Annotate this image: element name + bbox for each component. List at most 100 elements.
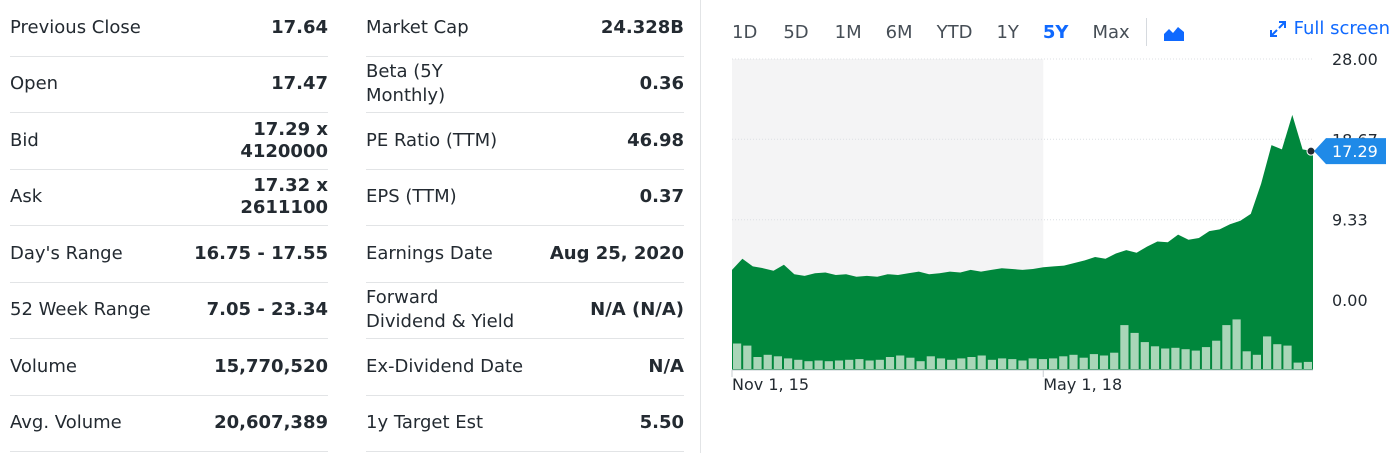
volume-bar	[1089, 354, 1098, 369]
stat-value: 7.05 - 23.34	[206, 299, 328, 321]
tab-1m[interactable]: 1M	[834, 21, 862, 43]
volume-bar	[1028, 358, 1037, 369]
volume-bar	[1161, 348, 1170, 369]
stat-value: 24.328B	[600, 16, 684, 38]
volume-bar	[1242, 351, 1251, 369]
stat-label: Market Cap	[366, 16, 469, 38]
stat-value: 16.75 - 17.55	[194, 242, 328, 264]
stat-value: 17.64	[271, 16, 328, 38]
stat-row-previous-close: Previous Close 17.64	[10, 0, 328, 57]
x-tick-label: May 1, 18	[1043, 375, 1122, 394]
tab-5y[interactable]: 5Y	[1042, 21, 1069, 43]
stat-row-volume: Volume 15,770,520	[10, 339, 328, 396]
y-tick-label: 28.00	[1332, 50, 1378, 69]
volume-bar	[773, 356, 782, 369]
stat-row-eps-ttm: EPS (TTM) 0.37	[366, 170, 684, 226]
fullscreen-button[interactable]: Full screen	[1268, 18, 1390, 39]
volume-bar	[1171, 347, 1180, 369]
volume-bar	[743, 345, 752, 369]
volume-bar	[1069, 354, 1078, 369]
stat-row-earnings-date: Earnings Date Aug 25, 2020	[366, 226, 684, 283]
volume-bar	[1303, 361, 1312, 369]
price-tag	[1314, 138, 1386, 165]
volume-bar	[753, 357, 762, 369]
stat-label: Beta (5Y Monthly)	[366, 61, 446, 107]
stat-row-1y-target-est: 1y Target Est 5.50	[366, 396, 684, 452]
volume-bar	[784, 358, 793, 369]
volume-bar	[814, 360, 823, 369]
tab-ytd[interactable]: YTD	[936, 21, 973, 43]
volume-bar	[1232, 319, 1241, 369]
volume-bar	[1263, 336, 1272, 369]
volume-bar	[804, 361, 813, 369]
tab-1y[interactable]: 1Y	[996, 21, 1019, 43]
volume-bar	[1130, 332, 1139, 369]
volume-bar	[865, 360, 874, 369]
volume-bar	[1038, 359, 1047, 369]
price-area	[732, 114, 1313, 371]
stat-label: 52 Week Range	[10, 299, 151, 321]
stat-row-day-s-range: Day's Range 16.75 - 17.55	[10, 226, 328, 283]
range-tabs: 1D 5D 1M 6M YTD 1Y 5Y Max	[732, 18, 1185, 46]
volume-bar	[1110, 352, 1119, 369]
volume-bar	[1273, 344, 1282, 369]
volume-bar	[733, 343, 742, 369]
stat-value: N/A	[648, 355, 684, 377]
tab-max[interactable]: Max	[1092, 21, 1130, 43]
fullscreen-label: Full screen	[1293, 18, 1390, 39]
stat-value: 17.32 x 2611100	[240, 175, 328, 219]
volume-bar	[967, 357, 976, 369]
tab-5d[interactable]: 5D	[783, 21, 809, 43]
stat-row-beta-5y-monthly: Beta (5Y Monthly) 0.36	[366, 57, 684, 113]
stat-value: N/A (N/A)	[590, 299, 684, 321]
volume-bar	[1049, 358, 1058, 369]
stat-value: 20,607,389	[214, 412, 328, 434]
stat-value: 46.98	[627, 129, 684, 151]
stat-row-ask: Ask 17.32 x 2611100	[10, 170, 328, 226]
stat-label: 1y Target Est	[366, 412, 484, 434]
tab-1d[interactable]: 1D	[732, 21, 758, 43]
panel-divider	[700, 0, 701, 453]
volume-bar	[936, 358, 946, 369]
volume-bar	[885, 357, 895, 369]
volume-bar	[794, 359, 803, 369]
volume-bar	[1201, 347, 1211, 369]
volume-bar	[926, 356, 935, 369]
current-price-dot	[1306, 146, 1316, 156]
volume-bar	[1120, 325, 1129, 369]
volume-bar	[998, 358, 1007, 369]
stat-label: Earnings Date	[366, 242, 493, 264]
stat-label: Day's Range	[10, 242, 123, 264]
volume-bar	[1212, 340, 1221, 369]
volume-bar	[1018, 360, 1027, 369]
stat-row-open: Open 17.47	[10, 57, 328, 113]
volume-bar	[1008, 359, 1017, 369]
volume-bar	[1150, 346, 1160, 369]
volume-bar	[977, 355, 986, 369]
y-tick-label: 0.00	[1332, 291, 1368, 310]
stat-label: Ask	[10, 186, 43, 208]
stat-value: 5.50	[639, 412, 684, 434]
tab-separator	[1145, 18, 1147, 46]
volume-bar	[1059, 356, 1068, 369]
volume-bar	[875, 359, 884, 369]
stat-label: Ex-Dividend Date	[366, 355, 524, 377]
volume-bar	[987, 359, 996, 369]
volume-bar	[957, 358, 966, 369]
expand-arrows-icon	[1269, 20, 1286, 37]
volume-bar	[1293, 362, 1302, 369]
volume-bar	[1181, 349, 1190, 369]
volume-bar	[1099, 355, 1109, 369]
volume-bar	[834, 360, 844, 369]
stat-row-pe-ratio-ttm: PE Ratio (TTM) 46.98	[366, 113, 684, 170]
stat-label: Open	[10, 73, 59, 95]
stat-value: 0.36	[639, 73, 684, 95]
tab-6m[interactable]: 6M	[885, 21, 913, 43]
stat-label: Previous Close	[10, 16, 141, 38]
stat-row-52-week-range: 52 Week Range 7.05 - 23.34	[10, 283, 328, 339]
mountain-chart-icon[interactable]	[1163, 23, 1185, 41]
volume-bar	[1140, 342, 1149, 369]
stat-label: Volume	[10, 355, 77, 377]
volume-bar	[1079, 357, 1088, 369]
